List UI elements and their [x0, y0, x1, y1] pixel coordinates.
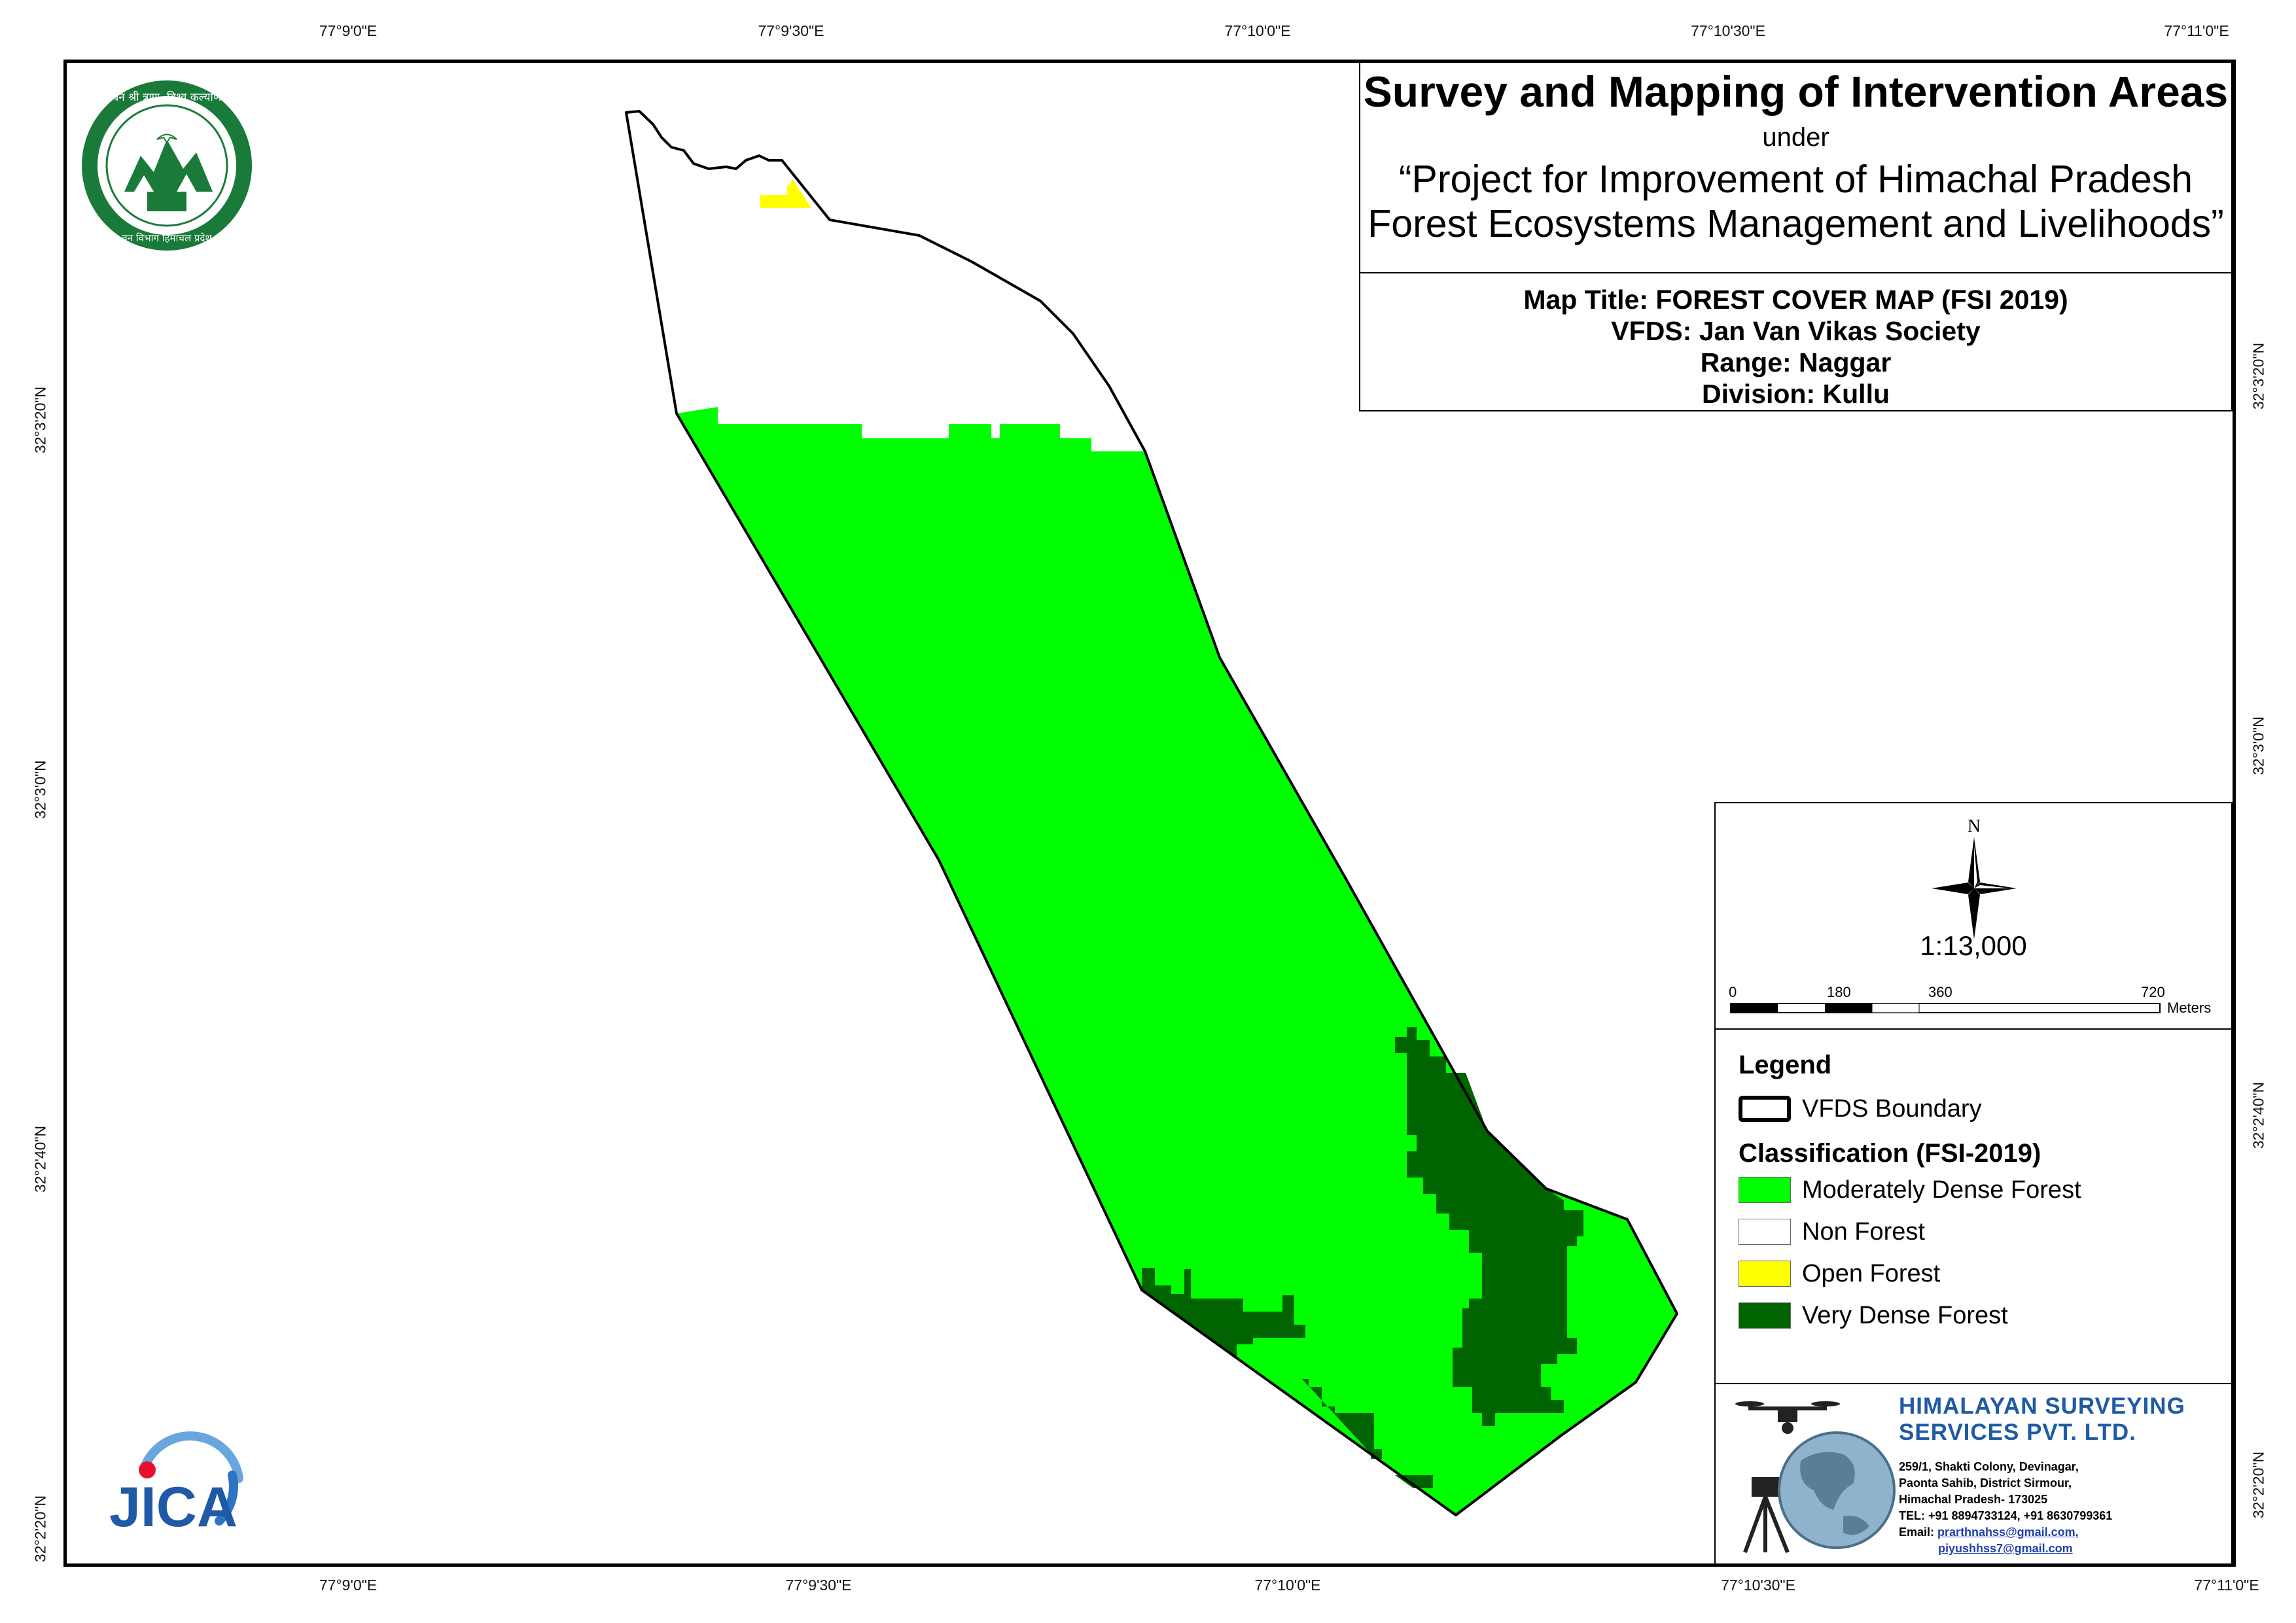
address-line: Himachal Pradesh- 173025: [1899, 1493, 2048, 1506]
lon-label-bottom: 77°10'30"E: [1721, 1577, 1795, 1594]
company-address: 259/1, Shakti Colony, Devinagar, Paonta …: [1899, 1459, 2112, 1557]
boundary-swatch: [1739, 1096, 1791, 1122]
map-title: Map Title: FOREST COVER MAP (FSI 2019): [1523, 285, 2068, 315]
title-block: Survey and Mapping of Intervention Areas…: [1359, 61, 2233, 411]
legend-heading: Legend: [1739, 1051, 1832, 1079]
vfds-boundary: [625, 110, 1678, 1516]
company-name: HIMALAYAN SURVEYING SERVICES PVT. LTD.: [1899, 1393, 2185, 1446]
north-arrow-icon: N: [1932, 816, 2017, 939]
open-forest-area: [760, 180, 811, 208]
legend-label: Moderately Dense Forest: [1802, 1176, 2081, 1204]
legend-swatch: [1739, 1219, 1791, 1245]
north-label: N: [1968, 816, 1981, 837]
scale-unit: Meters: [2167, 1000, 2212, 1016]
very-dense-forest-area: [1302, 1379, 1382, 1459]
scale-tick-label: 180: [1827, 984, 1851, 1000]
legend-swatch: [1739, 1302, 1791, 1329]
scale-tick-label: 360: [1928, 984, 1952, 1000]
classification-heading: Classification (FSI-2019): [1739, 1139, 2041, 1168]
company-email-row: piyushhss7@gmail.com: [1899, 1541, 2112, 1557]
divider: [1716, 1028, 2231, 1030]
email-label: Email:: [1899, 1526, 1935, 1539]
vfds-name: VFDS: Jan Van Vikas Society: [1611, 316, 1981, 346]
legend-swatch: [1739, 1261, 1791, 1287]
legend-label: Very Dense Forest: [1802, 1302, 2008, 1329]
scale-ratio: 1:13,000: [1920, 930, 2027, 961]
jica-wordmark: JICA: [109, 1476, 238, 1539]
scale-tick-label: 0: [1729, 984, 1737, 1000]
company-name-line1: HIMALAYAN SURVEYING: [1899, 1393, 2185, 1419]
page-title: Survey and Mapping of Intervention Areas: [1363, 67, 2229, 116]
range-name: Range: Naggar: [1700, 347, 1892, 377]
scale-tick-label: 720: [2141, 984, 2165, 1000]
logo-department-name: वन विभाग हिमाचल प्रदेश: [122, 232, 212, 244]
lon-label-top: 77°10'30"E: [1691, 22, 1765, 39]
map-info-section: Map Title: FOREST COVER MAP (FSI 2019) V…: [1360, 273, 2231, 410]
lon-label-top: 77°9'30"E: [758, 22, 824, 39]
logo-motto: वन श्री त्राण, विश्व कल्याण: [113, 90, 222, 104]
lon-label-top: 77°11'0"E: [2164, 22, 2229, 39]
side-panel: N 1:13,000 0 180 360 720 Meters Legend V…: [1714, 802, 2233, 1565]
legend-label: VFDS Boundary: [1802, 1095, 1982, 1123]
division-name: Division: Kullu: [1702, 379, 1890, 409]
email-link[interactable]: piyushhss7@gmail.com: [1938, 1542, 2073, 1555]
lon-label-bottom: 77°10'0"E: [1254, 1577, 1321, 1594]
address-line: 259/1, Shakti Colony, Devinagar,: [1899, 1460, 2079, 1473]
forest-department-logo: वन श्री त्राण, विश्व कल्याण वन विभाग हिम…: [82, 80, 252, 251]
legend-label: Open Forest: [1802, 1260, 1941, 1287]
very-dense-forest-area: [1142, 1268, 1305, 1359]
address-line: Paonta Sahib, District Sirmour,: [1899, 1476, 2072, 1490]
lon-label-top: 77°9'0"E: [319, 22, 378, 39]
moderately-dense-forest-area: [677, 407, 1677, 1515]
lon-label-top: 77°10'0"E: [1224, 22, 1291, 39]
non-forest-area: [626, 111, 1145, 451]
jica-logo: JICA: [109, 1431, 243, 1539]
map-frame: [63, 60, 2236, 1567]
project-title-section: Survey and Mapping of Intervention Areas…: [1360, 63, 2231, 273]
very-dense-forest-area: [1395, 1027, 1583, 1426]
company-phone: TEL: +91 8894733124, +91 8630799361: [1899, 1509, 2113, 1522]
project-name-line2: Forest Ecosystems Management and Livelih…: [1368, 202, 2224, 245]
lon-label-bottom: 77°9'0"E: [319, 1577, 378, 1594]
company-logo: [1735, 1401, 1896, 1554]
company-email-row: Email: prarthnahss@gmail.com,: [1899, 1524, 2112, 1541]
divider: [1716, 1383, 2231, 1384]
scale-bar: [1730, 1003, 2161, 1013]
lon-label-bottom: 77°11'0"E: [2194, 1577, 2259, 1594]
legend-swatch: [1739, 1177, 1791, 1203]
project-name-line1: “Project for Improvement of Himachal Pra…: [1398, 158, 2193, 201]
email-link[interactable]: prarthnahss@gmail.com,: [1937, 1526, 2079, 1539]
company-name-line2: SERVICES PVT. LTD.: [1899, 1420, 2136, 1445]
lon-label-bottom: 77°9'30"E: [785, 1577, 852, 1594]
legend-label: Non Forest: [1802, 1218, 1925, 1246]
title-under: under: [1762, 123, 1829, 152]
